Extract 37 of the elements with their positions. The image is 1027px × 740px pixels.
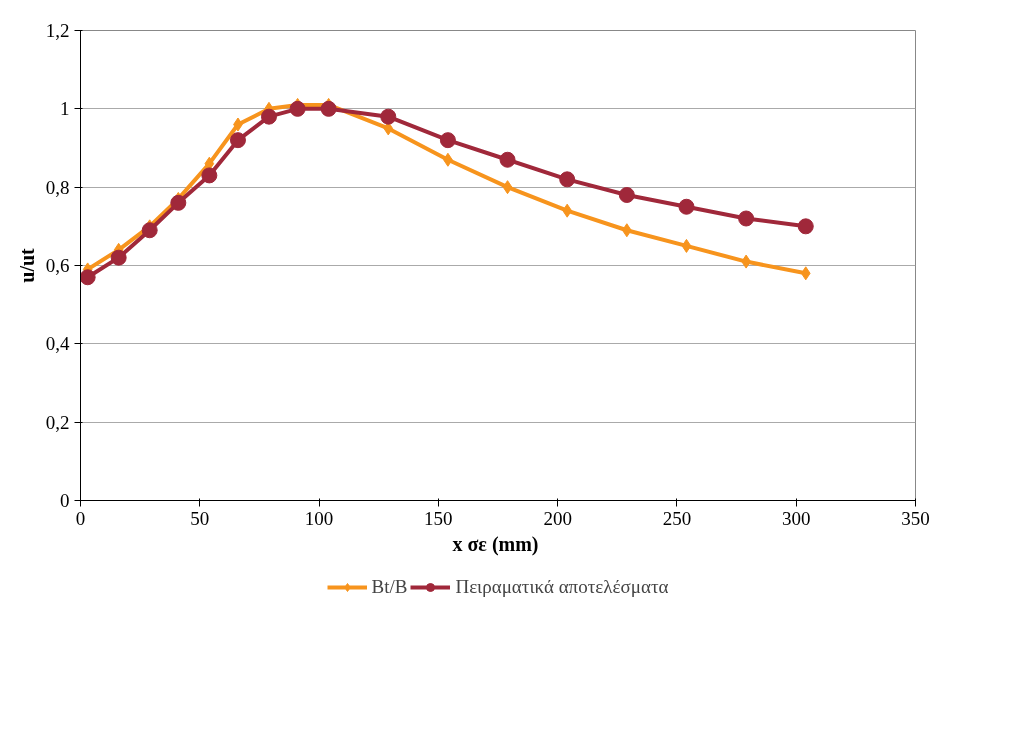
point (201, 167, 218, 184)
y-tick-label: 0,4 (45, 333, 70, 355)
x-tick-label: 250 (662, 507, 692, 529)
point (260, 108, 277, 125)
x-tick-label: 50 (190, 507, 210, 529)
point (797, 218, 814, 235)
point (110, 249, 127, 266)
y-tick-label: 0,2 (45, 411, 70, 433)
point (141, 222, 158, 239)
point (800, 266, 811, 281)
point (562, 203, 573, 218)
y-tick-label: 0,6 (45, 255, 70, 276)
point (499, 151, 516, 168)
point (502, 180, 513, 195)
y-tick-label: 1,2 (45, 20, 70, 41)
legend-label: Bt/B (371, 576, 408, 598)
point (380, 108, 397, 125)
point (439, 132, 456, 149)
y-axis-title: u/ut (15, 247, 38, 283)
x-tick-label: 200 (543, 507, 572, 529)
point (738, 210, 755, 227)
point (681, 238, 692, 253)
point (678, 198, 695, 215)
x-tick-label: 100 (304, 507, 334, 529)
x-tick-label: 300 (781, 507, 811, 529)
x-tick-label: 150 (424, 507, 453, 529)
y-tick-label: 0 (60, 490, 70, 511)
point (618, 187, 635, 203)
point (229, 132, 246, 149)
y-tick-label: 0,8 (45, 176, 70, 198)
x-axis-title: x σε (mm) (452, 532, 539, 556)
legend-label: Πειραματικά αποτελέσματα (455, 576, 669, 598)
x-tick-label: 350 (901, 507, 930, 529)
point (559, 171, 576, 188)
point (80, 269, 96, 286)
y-tick-label: 1 (60, 98, 70, 120)
x-tick-label: 0 (75, 507, 86, 529)
